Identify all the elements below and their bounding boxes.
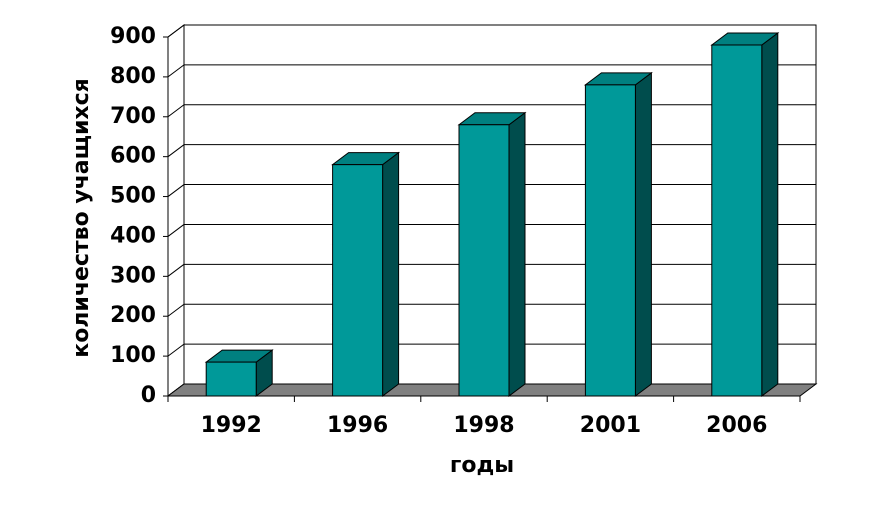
x-tick-label: 1998 <box>453 413 514 438</box>
bar-side <box>382 151 400 397</box>
x-tick-label: 2001 <box>580 413 641 438</box>
y-tick-label: 200 <box>110 303 156 328</box>
y-tick-label: 300 <box>110 263 156 288</box>
bar <box>711 44 763 397</box>
bar <box>332 164 384 397</box>
grid-line-side <box>167 144 185 158</box>
grid-line-side <box>167 184 185 197</box>
grid-line-side <box>167 303 185 317</box>
bar-side <box>634 71 652 397</box>
y-axis-title: количество учащихся <box>69 78 94 357</box>
grid-line-side <box>167 24 185 38</box>
x-tick-label: 1996 <box>327 413 388 438</box>
bar-side <box>761 31 779 397</box>
side-wall <box>167 24 185 397</box>
y-tick-label: 700 <box>110 104 156 129</box>
y-tick-label: 500 <box>110 184 156 209</box>
bar <box>584 84 636 397</box>
x-tick-label: 2006 <box>706 413 767 438</box>
bar-side <box>508 111 526 397</box>
y-tick-label: 600 <box>110 144 156 169</box>
x-tick-label: 1992 <box>201 413 262 438</box>
grid-line-side <box>167 104 185 118</box>
y-tick-label: 400 <box>110 223 156 248</box>
y-tick-label: 900 <box>110 24 156 49</box>
bar <box>205 361 257 397</box>
y-tick-label: 800 <box>110 64 156 89</box>
y-tick-label: 0 <box>141 383 156 408</box>
bar <box>458 124 510 397</box>
grid-line-side <box>167 343 185 357</box>
grid-line-side <box>167 224 185 237</box>
grid-line-side <box>167 64 185 78</box>
x-axis-title: годы <box>450 453 514 478</box>
grid-line-side <box>167 263 185 277</box>
y-tick-label: 100 <box>110 343 156 368</box>
